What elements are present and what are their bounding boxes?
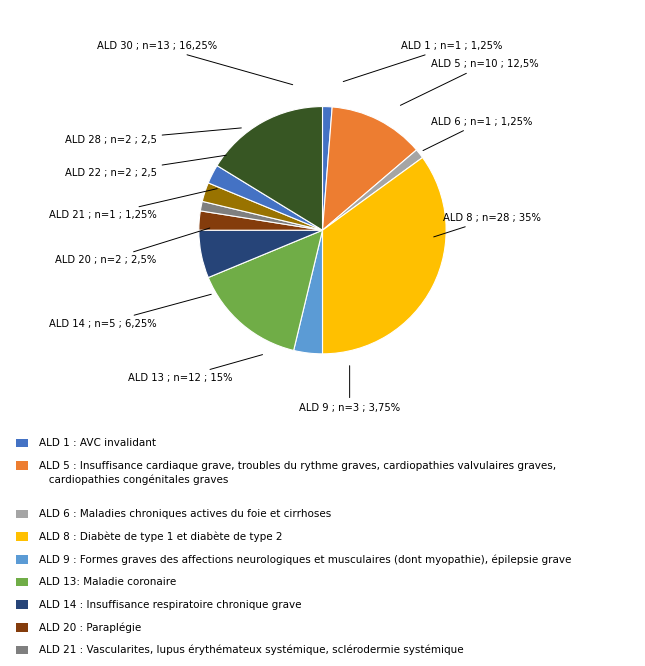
Wedge shape — [201, 201, 322, 230]
Text: ALD 21 ; n=1 ; 1,25%: ALD 21 ; n=1 ; 1,25% — [49, 188, 217, 220]
Wedge shape — [203, 183, 322, 230]
Text: ALD 14 : Insuffisance respiratoire chronique grave: ALD 14 : Insuffisance respiratoire chron… — [39, 599, 301, 610]
Text: ALD 13 ; n=12 ; 15%: ALD 13 ; n=12 ; 15% — [128, 354, 263, 383]
Text: ALD 5 : Insuffisance cardiaque grave, troubles du rythme graves, cardiopathies v: ALD 5 : Insuffisance cardiaque grave, tr… — [39, 460, 556, 471]
Text: ALD 21 : Vascularites, lupus érythémateux systémique, sclérodermie systémique: ALD 21 : Vascularites, lupus érythémateu… — [39, 645, 463, 655]
Text: ALD 13: Maladie coronaire: ALD 13: Maladie coronaire — [39, 577, 176, 587]
Text: ALD 9 : Formes graves des affections neurologiques et musculaires (dont myopathi: ALD 9 : Formes graves des affections neu… — [39, 554, 571, 565]
Text: ALD 1 : AVC invalidant: ALD 1 : AVC invalidant — [39, 438, 155, 448]
Text: cardiopathies congénitales graves: cardiopathies congénitales graves — [39, 475, 228, 485]
Text: ALD 5 ; n=10 ; 12,5%: ALD 5 ; n=10 ; 12,5% — [401, 59, 539, 105]
Text: ALD 20 : Paraplégie: ALD 20 : Paraplégie — [39, 622, 141, 633]
Text: ALD 22 ; n=2 ; 2,5: ALD 22 ; n=2 ; 2,5 — [64, 155, 226, 178]
Text: ALD 8 : Diabète de type 1 et diabète de type 2: ALD 8 : Diabète de type 1 et diabète de … — [39, 531, 283, 542]
Wedge shape — [217, 107, 322, 230]
Text: ALD 28 ; n=2 ; 2,5: ALD 28 ; n=2 ; 2,5 — [64, 128, 241, 145]
Wedge shape — [322, 158, 446, 354]
Wedge shape — [322, 107, 417, 230]
Text: ALD 1 ; n=1 ; 1,25%: ALD 1 ; n=1 ; 1,25% — [343, 41, 502, 81]
Text: ALD 8 ; n=28 ; 35%: ALD 8 ; n=28 ; 35% — [433, 213, 541, 237]
Wedge shape — [208, 166, 322, 230]
Wedge shape — [322, 107, 332, 230]
Text: ALD 9 ; n=3 ; 3,75%: ALD 9 ; n=3 ; 3,75% — [299, 366, 400, 413]
Text: ALD 14 ; n=5 ; 6,25%: ALD 14 ; n=5 ; 6,25% — [49, 294, 212, 329]
Text: ALD 6 ; n=1 ; 1,25%: ALD 6 ; n=1 ; 1,25% — [423, 117, 532, 151]
Wedge shape — [199, 230, 322, 278]
Wedge shape — [322, 150, 422, 230]
Text: ALD 20 ; n=2 ; 2,5%: ALD 20 ; n=2 ; 2,5% — [55, 228, 210, 265]
Wedge shape — [293, 230, 322, 354]
Wedge shape — [208, 230, 322, 350]
Wedge shape — [199, 211, 322, 230]
Text: ALD 6 : Maladies chroniques actives du foie et cirrhoses: ALD 6 : Maladies chroniques actives du f… — [39, 509, 331, 519]
Text: ALD 30 ; n=13 ; 16,25%: ALD 30 ; n=13 ; 16,25% — [97, 41, 293, 85]
